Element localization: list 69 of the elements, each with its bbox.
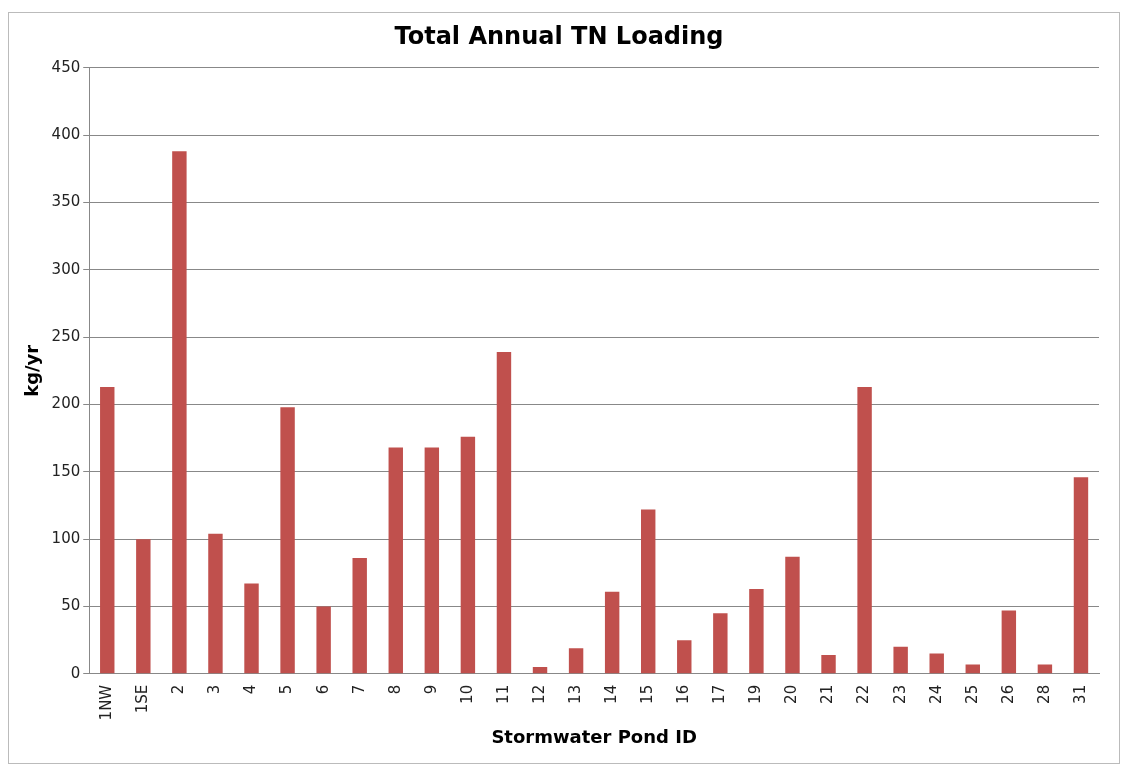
x-tick-label: 24 bbox=[926, 684, 945, 704]
bar bbox=[172, 151, 187, 674]
x-tick-label: 11 bbox=[493, 684, 512, 704]
bar bbox=[136, 539, 151, 674]
bar bbox=[568, 648, 584, 674]
x-tick-label: 4 bbox=[241, 684, 260, 695]
y-tick-label: 50 bbox=[61, 596, 81, 615]
x-tick-label: 5 bbox=[277, 684, 296, 695]
bar bbox=[532, 667, 548, 674]
y-tick-label: 200 bbox=[51, 394, 81, 413]
bar bbox=[496, 351, 512, 674]
x-tick-label: 19 bbox=[746, 684, 765, 704]
bar bbox=[1001, 610, 1017, 674]
x-tick-label: 20 bbox=[782, 684, 801, 704]
bar bbox=[460, 436, 476, 674]
x-tick-label: 23 bbox=[890, 684, 909, 704]
x-tick-label: 6 bbox=[313, 684, 332, 695]
bar bbox=[352, 557, 367, 674]
bar bbox=[713, 613, 728, 674]
bar bbox=[893, 646, 908, 674]
x-tick-label: 1SE bbox=[133, 684, 152, 714]
x-tick-label: 14 bbox=[602, 684, 621, 704]
bar bbox=[244, 583, 259, 674]
x-tick-label: 7 bbox=[349, 684, 368, 695]
x-tick-label: 21 bbox=[818, 684, 837, 704]
bar bbox=[677, 640, 692, 674]
x-tick-label: 9 bbox=[421, 684, 440, 695]
y-tick-label: 150 bbox=[51, 461, 81, 480]
bar bbox=[785, 556, 800, 674]
bar bbox=[1073, 477, 1089, 674]
y-tick-label: 350 bbox=[51, 192, 81, 211]
y-axis-title: kg/yr bbox=[21, 344, 43, 397]
x-tick-label: 16 bbox=[674, 684, 693, 704]
y-tick-label: 400 bbox=[51, 125, 81, 144]
x-tick-label: 8 bbox=[385, 684, 404, 695]
bar bbox=[641, 509, 656, 674]
bar bbox=[424, 447, 440, 674]
x-tick-label: 12 bbox=[529, 684, 548, 704]
bar bbox=[965, 664, 980, 674]
x-tick-label: 2 bbox=[169, 684, 188, 695]
x-tick-label: 17 bbox=[710, 684, 729, 704]
bar bbox=[821, 654, 836, 674]
bar bbox=[316, 606, 331, 674]
x-tick-label: 25 bbox=[962, 684, 981, 704]
bar bbox=[749, 588, 764, 674]
bar bbox=[857, 386, 872, 674]
bar bbox=[280, 407, 295, 674]
bar bbox=[604, 591, 620, 674]
x-tick-label: 15 bbox=[638, 684, 657, 704]
x-tick-label: 1NW bbox=[97, 684, 116, 721]
x-tick-label: 13 bbox=[565, 684, 584, 704]
x-tick-label: 22 bbox=[854, 684, 873, 704]
bar bbox=[100, 386, 115, 674]
x-tick-label: 26 bbox=[998, 684, 1017, 704]
y-tick-label: 300 bbox=[51, 259, 81, 278]
y-tick-label: 250 bbox=[51, 327, 81, 346]
y-tick-label: 450 bbox=[51, 57, 81, 76]
bar bbox=[929, 653, 944, 674]
x-axis-title: Stormwater Pond ID bbox=[491, 725, 697, 747]
y-tick-label: 0 bbox=[70, 663, 81, 682]
x-tick-label: 3 bbox=[205, 684, 224, 695]
y-tick-label: 100 bbox=[51, 529, 81, 548]
x-tick-label: 10 bbox=[457, 684, 476, 704]
bar bbox=[208, 533, 223, 674]
bar bbox=[1037, 664, 1053, 674]
x-tick-label: 28 bbox=[1034, 684, 1053, 704]
x-tick-label: 31 bbox=[1070, 684, 1089, 704]
bar bbox=[388, 447, 403, 674]
chart-title: Total Annual TN Loading bbox=[394, 21, 724, 50]
